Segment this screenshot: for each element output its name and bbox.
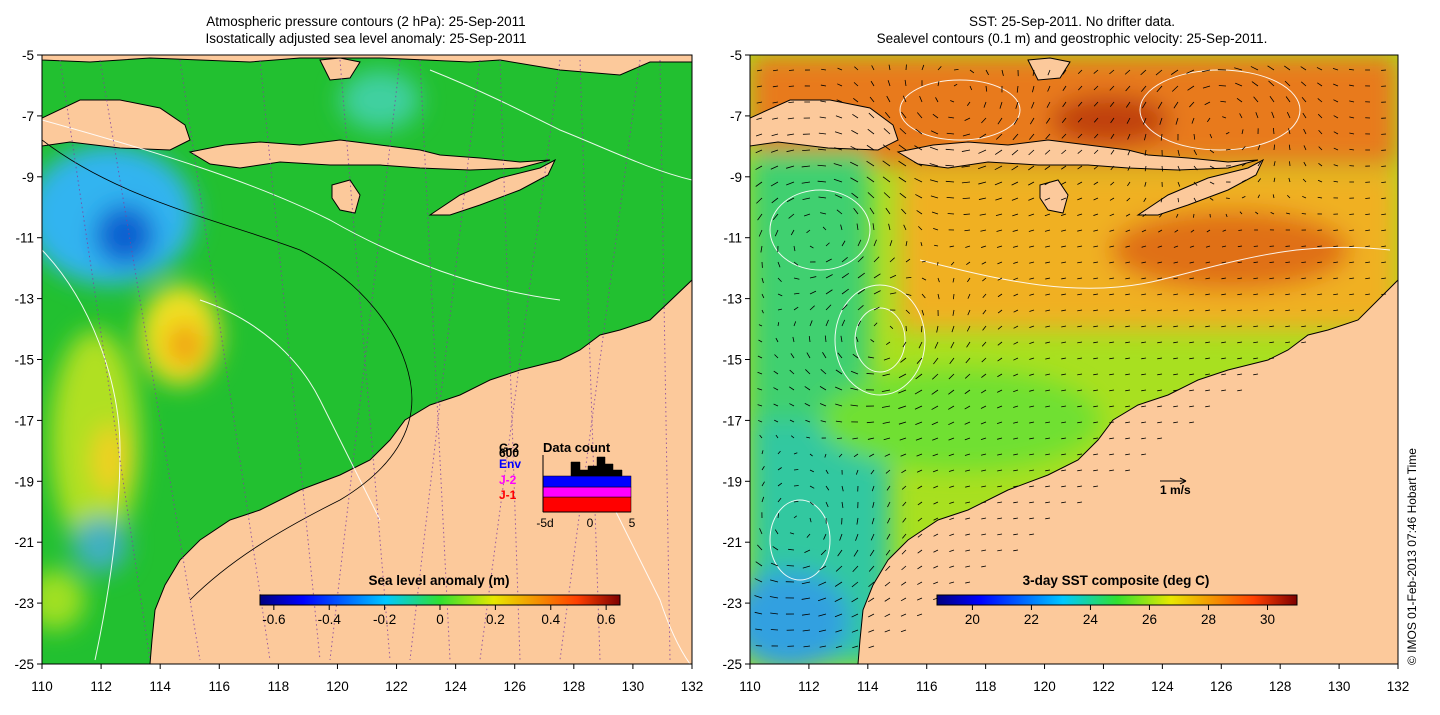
right-y-tick-label: -23 [722, 596, 742, 611]
velocity-arrow [867, 373, 874, 374]
sst-cb-tick-label: 26 [1142, 612, 1157, 627]
dc-tick-0: 0 [587, 516, 594, 530]
right-y-tick-label: -9 [730, 170, 742, 185]
left-x-tick-label: 120 [326, 679, 349, 694]
left-x-tick-label: 124 [444, 679, 467, 694]
velocity-arrow [1254, 246, 1258, 247]
velocity-arrow [794, 485, 799, 486]
velocity-arrow [794, 469, 798, 470]
right-y-tick-label: -15 [722, 353, 742, 368]
velocity-arrow [1219, 85, 1226, 86]
right-y-tick-label: -13 [722, 292, 742, 307]
legend-g2: G-2 [499, 441, 519, 455]
sla-colorbar-gradient [260, 595, 620, 605]
left-y-tick-label: -9 [22, 170, 34, 185]
velocity-arrow [964, 214, 970, 215]
right-x-tick-label: 114 [857, 679, 879, 694]
right-x-tick-label: 110 [739, 679, 761, 694]
velocity-arrow [1333, 230, 1338, 231]
sla-cb-tick-label: 0 [436, 612, 444, 627]
sla-cb-tick-label: -0.2 [373, 612, 396, 627]
left-y-tick-label: -21 [14, 535, 34, 550]
legend-j2: J-2 [499, 473, 517, 487]
right-title-line2: Sealevel contours (0.1 m) and geostrophi… [877, 31, 1268, 46]
left-x-tick-label: 114 [149, 679, 171, 694]
velocity-arrow [948, 213, 954, 214]
velocity-arrow [1289, 161, 1290, 166]
sla-cb-tick-label: 0.4 [541, 612, 560, 627]
velocity-arrow [1302, 213, 1306, 214]
right-x-tick-label: 128 [1269, 679, 1292, 694]
left-x-tick-label: 118 [268, 679, 290, 694]
left-y-tick-label: -5 [22, 48, 34, 63]
left-x-tick-label: 126 [503, 679, 526, 694]
left-x-tick-label: 132 [681, 679, 704, 694]
velocity-arrow [1365, 198, 1370, 199]
left-y-tick-label: -11 [15, 231, 34, 246]
left-y-tick-label: -15 [14, 353, 34, 368]
legend-env: Env [499, 457, 521, 471]
left-x-tick-label: 110 [31, 679, 53, 694]
right-y-tick-label: -7 [730, 109, 742, 124]
left-x-tick-label: 128 [563, 679, 586, 694]
left-x-tick-label: 130 [622, 679, 645, 694]
right-x-tick-label: 116 [916, 679, 938, 694]
velocity-arrow [921, 326, 922, 332]
legend-j1: J-1 [499, 488, 517, 502]
left-x-tick-label: 112 [90, 679, 112, 694]
sst-cb-tick-label: 24 [1083, 612, 1099, 627]
right-title-line1: SST: 25-Sep-2011. No drifter data. [969, 14, 1175, 29]
right-y-tick-label: -11 [723, 231, 742, 246]
sla-cb-tick-label: -0.4 [318, 612, 342, 627]
right-y-tick-label: -17 [722, 413, 742, 428]
sla-cb-tick-label: 0.2 [486, 612, 505, 627]
left-y-tick-label: -13 [14, 292, 34, 307]
sst-cb-tick-label: 20 [965, 612, 980, 627]
sla-cb-tick-label: 0.6 [597, 612, 616, 627]
right-x-tick-label: 118 [975, 679, 997, 694]
sea-level-anomaly-map [25, 55, 692, 664]
velocity-arrow [1238, 230, 1242, 231]
sla-colorbar-title: Sea level anomaly (m) [368, 573, 509, 588]
left-x-tick-label: 116 [209, 679, 231, 694]
right-y-tick-label: -21 [722, 535, 742, 550]
sst-cb-tick-label: 22 [1024, 612, 1039, 627]
left-panel: Atmospheric pressure contours (2 hPa): 2… [25, 14, 692, 664]
left-y-tick-label: -17 [14, 413, 34, 428]
left-y-tick-label: -7 [22, 109, 34, 124]
right-x-tick-label: 120 [1033, 679, 1056, 694]
left-title-line1: Atmospheric pressure contours (2 hPa): 2… [206, 14, 525, 29]
sst-cb-tick-label: 30 [1260, 612, 1275, 627]
data-count-title: Data count [543, 440, 611, 455]
right-y-tick-label: -5 [730, 48, 742, 63]
left-y-tick-label: -19 [14, 474, 34, 489]
velocity-scale-label: 1 m/s [1160, 483, 1191, 497]
left-title-line2: Isostatically adjusted sea level anomaly… [206, 31, 527, 46]
sla-cb-tick-label: -0.6 [262, 612, 285, 627]
left-y-tick-label: -23 [14, 596, 34, 611]
right-x-tick-label: 122 [1092, 679, 1115, 694]
credit-text: © IMOS 01-Feb-2013 07:46 Hobart Time [1405, 448, 1419, 665]
velocity-arrow [1226, 198, 1230, 199]
dc-tick-5: 5 [629, 516, 636, 530]
sst-colorbar-gradient [937, 595, 1297, 605]
sst-colorbar-title: 3-day SST composite (deg C) [1023, 573, 1210, 588]
right-y-tick-label: -19 [722, 474, 742, 489]
right-x-tick-label: 124 [1151, 679, 1174, 694]
right-x-tick-label: 130 [1328, 679, 1351, 694]
velocity-arrow [1381, 166, 1386, 167]
right-panel: SST: 25-Sep-2011. No drifter data. Seale… [730, 14, 1398, 670]
right-x-tick-label: 126 [1210, 679, 1233, 694]
left-y-tick-label: -25 [14, 657, 34, 672]
left-x-tick-label: 122 [385, 679, 408, 694]
right-x-tick-label: 112 [798, 679, 820, 694]
right-y-tick-label: -25 [722, 657, 742, 672]
right-x-tick-label: 132 [1387, 679, 1410, 694]
dc-tick-minus5: -5d [536, 516, 553, 530]
sst-cb-tick-label: 28 [1201, 612, 1216, 627]
